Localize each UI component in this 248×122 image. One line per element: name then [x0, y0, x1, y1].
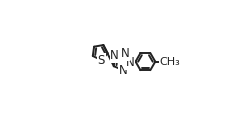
Text: N: N [119, 64, 128, 77]
Text: N: N [126, 56, 135, 69]
Text: CH₃: CH₃ [159, 57, 180, 67]
Text: S: S [97, 54, 105, 67]
Text: N: N [110, 49, 119, 62]
Text: N: N [121, 47, 129, 60]
